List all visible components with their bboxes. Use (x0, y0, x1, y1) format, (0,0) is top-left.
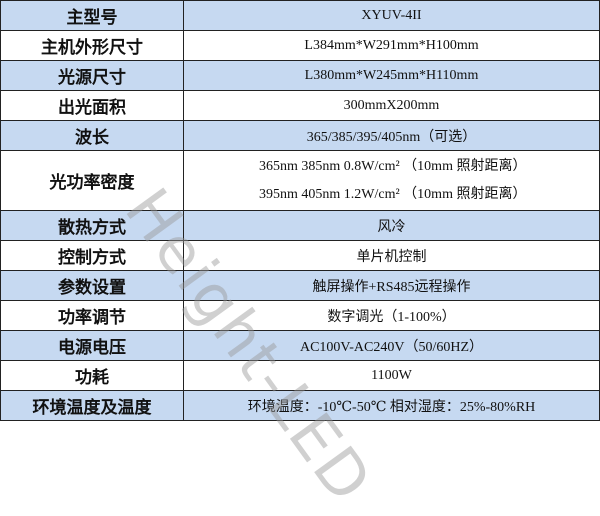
table-row: 主机外形尺寸 L384mm*W291mm*H100mm (0, 30, 600, 61)
table-row: 功耗 1100W (0, 360, 600, 391)
spec-value-line: 395nm 405nm 1.2W/cm² （10mm 照射距离） (259, 186, 527, 202)
spec-value: 触屏操作+RS485远程操作 (183, 270, 600, 301)
spec-value: 1100W (183, 360, 600, 391)
spec-value: XYUV-4II (183, 0, 600, 31)
spec-label: 电源电压 (0, 330, 184, 361)
spec-value: 365nm 385nm 0.8W/cm² （10mm 照射距离） 395nm 40… (183, 150, 600, 211)
table-row: 环境温度及温度 环境温度：-10℃-50℃ 相对湿度：25%-80%RH (0, 390, 600, 421)
spec-value: 风冷 (183, 210, 600, 241)
table-row: 电源电压 AC100V-AC240V（50/60HZ） (0, 330, 600, 361)
spec-label: 功耗 (0, 360, 184, 391)
spec-label: 环境温度及温度 (0, 390, 184, 421)
spec-value: L384mm*W291mm*H100mm (183, 30, 600, 61)
spec-label: 主机外形尺寸 (0, 30, 184, 61)
table-row: 光功率密度 365nm 385nm 0.8W/cm² （10mm 照射距离） 395… (0, 150, 600, 211)
table-row: 光源尺寸 L380mm*W245mm*H110mm (0, 60, 600, 91)
spec-label: 出光面积 (0, 90, 184, 121)
table-row: 参数设置 触屏操作+RS485远程操作 (0, 270, 600, 301)
spec-label: 功率调节 (0, 300, 184, 331)
spec-value: AC100V-AC240V（50/60HZ） (183, 330, 600, 361)
spec-label: 控制方式 (0, 240, 184, 271)
spec-value-line: 365nm 385nm 0.8W/cm² （10mm 照射距离） (259, 158, 527, 174)
table-row: 波长 365/385/395/405nm（可选） (0, 120, 600, 151)
spec-label: 光源尺寸 (0, 60, 184, 91)
spec-table: 主型号 XYUV-4II 主机外形尺寸 L384mm*W291mm*H100mm 光源尺… (0, 0, 600, 421)
table-row: 主型号 XYUV-4II (0, 0, 600, 31)
spec-label: 主型号 (0, 0, 184, 31)
spec-label: 参数设置 (0, 270, 184, 301)
spec-value: 300mmX200mm (183, 90, 600, 121)
table-row: 控制方式 单片机控制 (0, 240, 600, 271)
table-row: 散热方式 风冷 (0, 210, 600, 241)
spec-value: 环境温度：-10℃-50℃ 相对湿度：25%-80%RH (183, 390, 600, 421)
spec-value: L380mm*W245mm*H110mm (183, 60, 600, 91)
table-row: 出光面积 300mmX200mm (0, 90, 600, 121)
spec-label: 光功率密度 (0, 150, 184, 211)
spec-value: 365/385/395/405nm（可选） (183, 120, 600, 151)
spec-label: 散热方式 (0, 210, 184, 241)
spec-value: 数字调光（1-100%） (183, 300, 600, 331)
spec-value: 单片机控制 (183, 240, 600, 271)
spec-label: 波长 (0, 120, 184, 151)
table-row: 功率调节 数字调光（1-100%） (0, 300, 600, 331)
